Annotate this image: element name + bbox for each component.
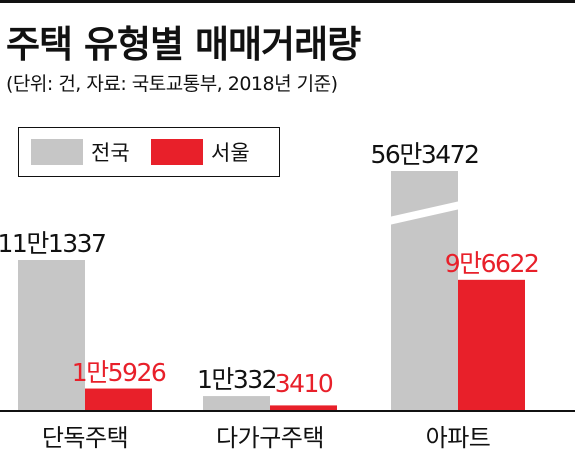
chart-title: 주택 유형별 매매거래량: [6, 23, 361, 66]
bar-national-1: [203, 396, 270, 410]
category-label-2: 아파트: [425, 424, 491, 452]
value-label-seoul-0: 1만5926: [71, 357, 167, 387]
value-label-national-2: 56만3472: [370, 140, 480, 169]
legend-label-seoul: 서울: [211, 141, 250, 165]
category-label-0: 단독주택: [41, 424, 129, 452]
legend: 전국 서울: [18, 127, 280, 177]
axis-break-mark: [389, 201, 460, 225]
value-label-national-1: 1만332: [196, 365, 278, 395]
legend-swatch-seoul: [151, 139, 203, 165]
legend-swatch-national: [31, 139, 83, 165]
value-label-national-0: 11만1337: [0, 229, 107, 258]
value-label-seoul-2: 9만6622: [444, 248, 540, 278]
bar-national-0: [18, 260, 85, 410]
bar-seoul-2: [458, 279, 525, 410]
bar-seoul-0: [85, 388, 152, 410]
chart-subtitle: (단위: 건, 자료: 국토교통부, 2018년 기준): [6, 73, 338, 95]
bar-seoul-1: [270, 405, 337, 410]
top-rule: [0, 0, 575, 3]
legend-label-national: 전국: [91, 141, 130, 165]
value-label-seoul-1: 3410: [274, 369, 334, 399]
legend-item-national: 전국: [31, 139, 130, 165]
legend-item-seoul: 서울: [151, 139, 250, 165]
category-label-1: 다가구주택: [216, 424, 324, 452]
